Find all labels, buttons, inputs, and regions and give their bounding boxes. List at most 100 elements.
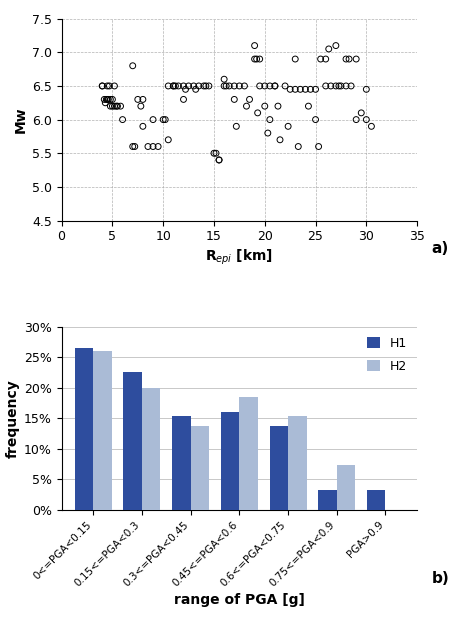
Point (276, 135, 284, 145)
Point (107, 95, 114, 104)
Point (105, 95, 112, 104)
Point (243, 101, 250, 111)
Point (297, 85, 304, 95)
Point (129, 61, 137, 71)
Point (103, 95, 111, 104)
Point (109, 95, 116, 104)
Point (129, 142, 137, 152)
Point (317, 54, 324, 64)
Point (294, 142, 302, 152)
Point (345, 54, 353, 64)
Bar (221, 412, 239, 510)
Point (109, 101, 116, 111)
Point (342, 54, 350, 64)
Point (210, 148, 218, 158)
Point (113, 101, 120, 111)
Point (342, 81, 350, 91)
Point (170, 81, 177, 91)
Point (102, 95, 110, 104)
Point (215, 155, 223, 165)
Point (253, 54, 260, 64)
Point (256, 54, 264, 64)
Point (162, 114, 169, 124)
Point (271, 81, 279, 91)
Bar (367, 490, 385, 510)
Point (251, 40, 258, 50)
Point (286, 85, 294, 95)
Point (312, 114, 319, 124)
Point (202, 81, 210, 91)
Bar (93, 351, 112, 510)
Point (144, 142, 152, 152)
Point (230, 95, 238, 104)
Point (159, 114, 167, 124)
X-axis label: range of PGA [g]: range of PGA [g] (174, 593, 305, 607)
Point (110, 101, 118, 111)
Point (352, 54, 360, 64)
Point (180, 95, 187, 104)
Point (246, 95, 253, 104)
Point (155, 142, 162, 152)
X-axis label: R$_{epi}$ [km]: R$_{epi}$ [km] (205, 248, 273, 267)
Point (172, 81, 179, 91)
Point (337, 81, 345, 91)
Point (215, 155, 223, 165)
Point (99, 81, 106, 91)
Bar (75, 348, 93, 510)
Bar (172, 417, 191, 510)
Point (274, 101, 282, 111)
Point (220, 74, 228, 84)
Point (205, 81, 213, 91)
Point (281, 81, 289, 91)
Point (363, 114, 370, 124)
Point (322, 81, 329, 91)
Point (139, 95, 146, 104)
Point (110, 81, 118, 91)
Point (149, 114, 157, 124)
Point (347, 81, 355, 91)
Point (266, 81, 273, 91)
Point (190, 81, 198, 91)
Point (266, 114, 273, 124)
Point (134, 95, 142, 104)
Point (254, 108, 262, 118)
Point (100, 95, 108, 104)
Point (315, 142, 322, 152)
Point (305, 101, 312, 111)
Point (226, 81, 233, 91)
Point (292, 54, 299, 64)
Bar (270, 425, 288, 510)
Bar (288, 417, 307, 510)
Point (264, 128, 272, 138)
Point (119, 114, 127, 124)
Point (164, 81, 172, 91)
Point (149, 142, 157, 152)
Y-axis label: Mw: Mw (14, 106, 28, 133)
Point (335, 81, 343, 91)
Point (114, 101, 121, 111)
Point (325, 44, 333, 54)
Bar (239, 397, 258, 510)
Text: a): a) (431, 241, 448, 256)
Point (236, 81, 243, 91)
Y-axis label: frequency: frequency (6, 379, 20, 458)
Point (332, 81, 340, 91)
Point (261, 101, 269, 111)
Point (261, 81, 269, 91)
Point (332, 40, 340, 50)
Point (312, 85, 319, 95)
Text: b): b) (431, 571, 449, 586)
Point (131, 142, 138, 152)
Point (230, 81, 238, 91)
Point (212, 148, 220, 158)
Point (256, 81, 264, 91)
Point (117, 101, 124, 111)
Point (185, 81, 192, 91)
Bar (123, 373, 142, 510)
Point (284, 121, 292, 131)
Point (170, 81, 177, 91)
Point (301, 85, 309, 95)
Point (357, 108, 365, 118)
Point (322, 54, 329, 64)
Bar (142, 388, 161, 510)
